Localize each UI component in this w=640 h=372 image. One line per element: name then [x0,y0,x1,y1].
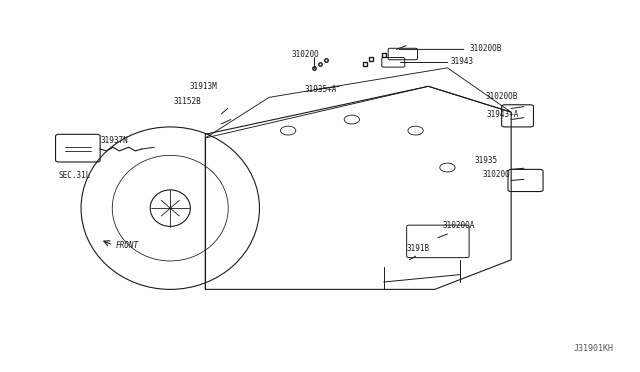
Text: 31020OB: 31020OB [470,44,502,53]
Text: 31935: 31935 [474,155,497,165]
Text: J31901KH: J31901KH [573,344,613,353]
Text: 31943+A: 31943+A [487,109,519,119]
Text: 3191B: 3191B [406,244,429,253]
Text: FRONT: FRONT [116,241,140,250]
Text: 31020O: 31020O [291,50,319,59]
Text: 31935+A: 31935+A [304,85,337,94]
Text: 31913M: 31913M [189,82,217,91]
Text: 31943: 31943 [451,57,474,66]
Text: 31020O: 31020O [483,170,510,179]
Text: 31020OA: 31020OA [443,221,476,230]
Text: SEC.31L: SEC.31L [59,171,91,180]
Text: 31152B: 31152B [173,97,201,106]
Text: 31937N: 31937N [100,137,128,145]
Text: 31020OB: 31020OB [486,92,518,101]
